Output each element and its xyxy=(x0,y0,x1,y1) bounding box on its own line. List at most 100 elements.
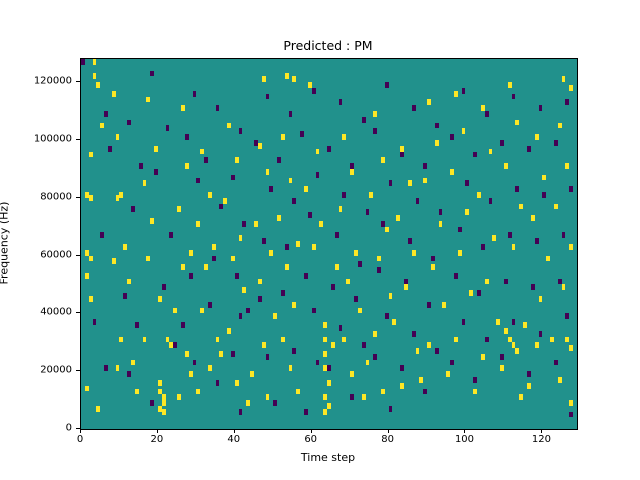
heatmap-cell-high xyxy=(292,301,297,308)
heatmap-cell-high xyxy=(453,336,458,343)
heatmap-cell-high xyxy=(338,206,343,213)
heatmap-cell-low xyxy=(230,174,235,181)
y-tick-mark xyxy=(76,254,80,256)
heatmap-cell-low xyxy=(304,272,308,279)
heatmap-cell-high xyxy=(119,191,124,198)
heatmap-cell-high xyxy=(503,327,508,334)
heatmap-cell-high xyxy=(327,379,331,386)
heatmap-cell-low xyxy=(511,93,516,100)
heatmap-cell-high xyxy=(100,122,105,129)
heatmap-cell-low xyxy=(277,157,281,164)
heatmap-cell-high xyxy=(503,163,508,169)
heatmap-cell-high xyxy=(507,336,512,343)
heatmap-cell-low xyxy=(292,348,297,354)
heatmap-cell-low xyxy=(557,278,562,285)
heatmap-cell-high xyxy=(384,226,389,233)
heatmap-cell-high xyxy=(527,382,531,389)
heatmap-cell-high xyxy=(207,365,212,372)
heatmap-cell-high xyxy=(88,255,93,262)
heatmap-cell-low xyxy=(377,267,381,273)
x-tick-label: 0 xyxy=(76,434,84,445)
x-tick-mark xyxy=(233,429,235,433)
heatmap-cell-low xyxy=(353,296,358,302)
heatmap-cell-low xyxy=(138,163,143,169)
heatmap-cell-high xyxy=(530,215,535,221)
heatmap-cell-low xyxy=(477,290,481,297)
heatmap-cell-low xyxy=(503,278,508,285)
heatmap-cell-high xyxy=(223,197,228,204)
heatmap-cell-low xyxy=(238,313,243,320)
heatmap-cell-high xyxy=(111,90,116,97)
heatmap-cell-high xyxy=(169,342,174,349)
heatmap-cell-low xyxy=(184,134,189,140)
heatmap-cell-high xyxy=(127,278,131,285)
heatmap-cell-high xyxy=(288,177,293,184)
heatmap-cell-low xyxy=(453,272,458,279)
heatmap-cell-high xyxy=(392,319,397,325)
heatmap-cell-high xyxy=(480,353,485,360)
heatmap-cell-low xyxy=(553,139,558,146)
heatmap-cell-high xyxy=(507,82,512,88)
heatmap-cell-low xyxy=(342,191,347,198)
heatmap-cell-high xyxy=(180,105,185,112)
heatmap-cell-high xyxy=(477,191,481,198)
heatmap-cell-low xyxy=(365,209,370,216)
heatmap-cell-high xyxy=(150,217,155,224)
heatmap-cell-high xyxy=(173,307,178,314)
heatmap-cell-high xyxy=(511,244,516,250)
heatmap-cell-high xyxy=(469,290,474,297)
heatmap-cell-low xyxy=(269,186,274,192)
heatmap-cell-low xyxy=(100,232,105,239)
heatmap-cell-high xyxy=(442,301,447,308)
heatmap-cell-high xyxy=(565,163,570,169)
heatmap-cell-high xyxy=(538,296,543,302)
heatmap-cell-low xyxy=(238,408,243,415)
x-tick-mark xyxy=(541,429,543,433)
heatmap-cell-high xyxy=(519,394,524,401)
heatmap-cell-high xyxy=(323,408,328,415)
y-tick-label: 0 xyxy=(65,422,72,434)
heatmap-cell-low xyxy=(569,186,574,192)
y-tick-mark xyxy=(76,428,80,429)
heatmap-cell-high xyxy=(311,244,316,250)
heatmap-cell-high xyxy=(238,235,243,242)
heatmap-cell-high xyxy=(184,163,189,169)
heatmap-cell-high xyxy=(157,296,162,302)
heatmap-cell-high xyxy=(142,180,147,187)
heatmap-cell-low xyxy=(327,145,331,152)
heatmap-cell-low xyxy=(434,348,439,354)
heatmap-cell-high xyxy=(334,264,339,271)
heatmap-cell-low xyxy=(427,301,431,308)
heatmap-cell-high xyxy=(473,388,478,395)
heatmap-cell-low xyxy=(104,111,108,117)
heatmap-cell-high xyxy=(407,180,412,187)
heatmap-cell-high xyxy=(403,284,408,291)
heatmap-cell-low xyxy=(465,180,470,187)
heatmap-cell-high xyxy=(188,249,193,256)
heatmap-cell-high xyxy=(234,157,239,164)
heatmap-cell-high xyxy=(523,322,527,328)
x-tick-label: 40 xyxy=(227,434,241,445)
heatmap-cell-low xyxy=(173,342,178,349)
heatmap-cell-low xyxy=(407,238,412,244)
heatmap-cell-low xyxy=(307,212,312,218)
heatmap-cell-low xyxy=(127,371,131,377)
heatmap-cell-high xyxy=(377,255,381,262)
heatmap-cell-high xyxy=(380,157,385,164)
heatmap-cell-high xyxy=(257,142,262,149)
heatmap-cell-high xyxy=(242,287,247,294)
heatmap-cell-low xyxy=(350,394,354,401)
heatmap-cell-high xyxy=(207,191,212,198)
heatmap-cell-high xyxy=(480,105,485,112)
heatmap-cell-high xyxy=(427,99,431,106)
heatmap-cell-high xyxy=(323,350,328,357)
heatmap-cell-high xyxy=(177,206,181,213)
heatmap-cell-high xyxy=(500,365,504,372)
heatmap-cell-low xyxy=(254,139,258,146)
heatmap-cell-low xyxy=(350,163,354,169)
heatmap-cell-high xyxy=(515,119,520,126)
y-tick-mark xyxy=(76,81,80,83)
heatmap-cell-high xyxy=(134,388,139,395)
heatmap-cell-low xyxy=(373,128,378,135)
